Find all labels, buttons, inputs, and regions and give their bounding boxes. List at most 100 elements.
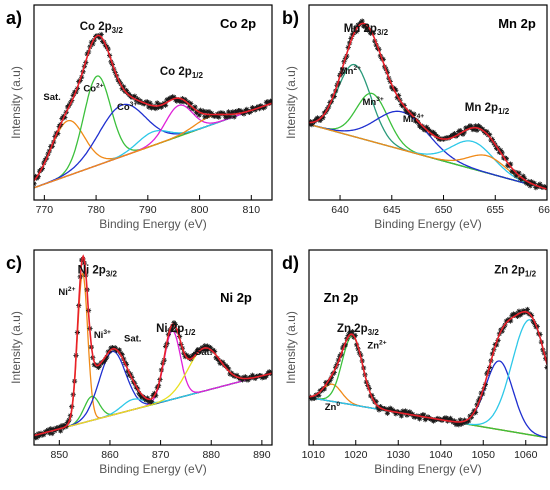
data-point — [461, 129, 467, 135]
data-point — [457, 417, 463, 423]
data-point — [185, 99, 191, 105]
data-point — [262, 104, 268, 110]
data-point — [193, 349, 199, 355]
data-point — [403, 408, 409, 414]
data-point — [158, 104, 164, 110]
data-point — [147, 100, 153, 106]
data-point — [513, 311, 519, 317]
data-point — [242, 374, 248, 380]
data-point — [192, 104, 198, 110]
data-point — [186, 103, 192, 109]
data-point — [446, 416, 452, 422]
data-point — [328, 375, 334, 381]
data-point — [537, 331, 543, 338]
x-tick-label: 890 — [253, 449, 271, 461]
x-tick-label: 655 — [486, 204, 504, 216]
data-point — [522, 175, 528, 182]
plot-area — [309, 18, 547, 191]
data-point — [316, 392, 322, 398]
measured-data — [34, 256, 272, 441]
peak-annotation: Zn 2p3/2 — [337, 323, 379, 337]
data-point — [460, 131, 466, 137]
axes-frame — [308, 4, 548, 201]
data-point — [359, 18, 365, 24]
data-point — [59, 423, 65, 429]
data-point — [426, 127, 432, 134]
data-point — [533, 185, 539, 191]
data-point — [499, 150, 505, 156]
plot-area — [34, 31, 272, 189]
data-point — [65, 419, 71, 425]
data-point — [508, 318, 514, 324]
component-peak-blue — [309, 110, 547, 190]
data-point — [352, 25, 358, 31]
x-tick-label: 1010 — [302, 449, 326, 461]
data-point — [196, 112, 202, 118]
data-point — [55, 130, 61, 137]
data-point — [309, 396, 315, 402]
x-tick-label: 1020 — [344, 449, 368, 461]
x-tick-label: 1030 — [387, 449, 411, 461]
peak-annotation: Sat. — [195, 347, 212, 358]
data-point — [309, 119, 313, 125]
data-point — [382, 406, 388, 412]
axes-frame — [308, 249, 548, 446]
x-tick-label: 790 — [139, 204, 157, 216]
data-point — [56, 424, 62, 430]
data-point — [457, 127, 463, 134]
axes-frame — [33, 4, 273, 201]
peak-annotation: Mn4+ — [403, 113, 424, 125]
fit-envelope — [34, 34, 272, 182]
data-point — [95, 364, 101, 371]
data-point — [404, 412, 410, 418]
data-point — [182, 97, 188, 103]
data-point — [317, 117, 323, 124]
data-point — [59, 116, 65, 122]
measured-data — [309, 18, 547, 191]
x-tick-label: 850 — [51, 449, 69, 461]
data-point — [380, 56, 386, 62]
data-point — [342, 342, 348, 348]
panel-a: 770 780 790 800 810 Binding Energy (eV) Intens… — [6, 4, 273, 231]
x-tick-label: 640 — [331, 204, 349, 216]
data-point — [245, 377, 251, 383]
data-point — [475, 398, 481, 404]
data-point — [37, 433, 43, 439]
peak-annotation: Co3+ — [117, 101, 137, 113]
data-point — [172, 321, 178, 328]
x-tick-label: 880 — [202, 449, 220, 461]
peak-annotation: Sat. — [124, 333, 141, 344]
data-point — [156, 104, 162, 111]
data-point — [480, 391, 486, 397]
data-point — [394, 95, 400, 101]
data-point — [49, 430, 55, 437]
data-point — [164, 97, 170, 103]
x-tick-label: 645 — [383, 204, 401, 216]
data-point — [524, 181, 530, 187]
data-point — [149, 399, 155, 405]
data-point — [188, 100, 194, 107]
data-point — [241, 111, 247, 117]
data-point — [163, 102, 169, 108]
x-axis-label: Binding Energy (eV) — [99, 462, 206, 476]
data-point — [456, 422, 462, 428]
peak-annotation: Mn2+ — [340, 65, 361, 77]
data-point — [259, 375, 265, 381]
data-point — [348, 35, 354, 42]
component-peak-orange — [309, 383, 547, 439]
data-point — [198, 348, 204, 354]
data-point — [499, 328, 505, 334]
peak-annotation: Sat. — [43, 92, 60, 103]
data-point — [100, 38, 106, 45]
data-point — [331, 93, 337, 100]
data-point — [226, 366, 232, 372]
data-point — [498, 147, 504, 154]
data-point — [181, 99, 187, 105]
data-point — [467, 123, 473, 129]
data-point — [104, 354, 110, 360]
data-point — [223, 114, 229, 120]
data-point — [105, 46, 111, 52]
data-point — [205, 113, 211, 119]
data-point — [90, 41, 96, 47]
x-tick-label: 1040 — [429, 449, 453, 461]
